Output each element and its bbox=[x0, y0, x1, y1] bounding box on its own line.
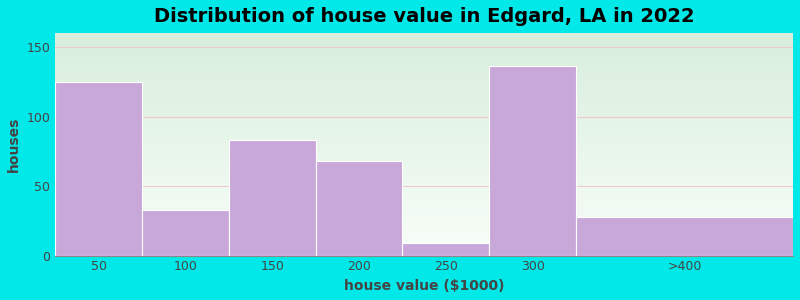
Bar bbox=[142, 210, 229, 256]
Bar bbox=[576, 217, 793, 256]
Bar bbox=[229, 140, 316, 256]
Bar bbox=[490, 66, 576, 256]
Title: Distribution of house value in Edgard, LA in 2022: Distribution of house value in Edgard, L… bbox=[154, 7, 694, 26]
Bar bbox=[402, 243, 490, 256]
Y-axis label: houses: houses bbox=[7, 117, 21, 172]
Bar bbox=[316, 161, 402, 256]
X-axis label: house value ($1000): house value ($1000) bbox=[344, 279, 504, 293]
Bar bbox=[55, 82, 142, 256]
